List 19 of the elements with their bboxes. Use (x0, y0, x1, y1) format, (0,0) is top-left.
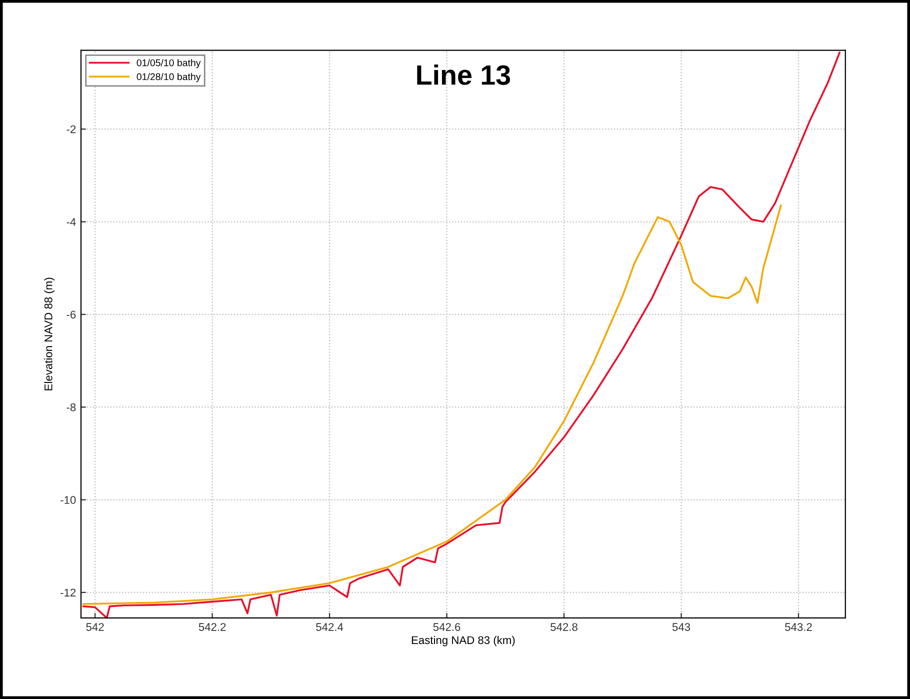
x-tick-label: 542.6 (433, 623, 460, 631)
x-tick-label: 543.2 (785, 623, 812, 631)
legend-label: 01/28/10 bathy (136, 73, 201, 82)
y-tick-label: -6 (66, 310, 76, 319)
y-tick-label: -2 (66, 125, 76, 134)
x-tick-label: 543 (672, 623, 690, 631)
x-tick-label: 542.8 (550, 623, 578, 631)
x-tick-label: 542 (86, 623, 104, 631)
chart-title: Line 13 (417, 64, 510, 85)
line-series (82, 204, 782, 605)
x-axis-title: Easting NAD 83 (km) (412, 636, 515, 646)
y-tick-label: -8 (66, 403, 76, 412)
y-tick-label: -12 (60, 588, 76, 596)
x-tick-label: 542.4 (316, 623, 344, 631)
legend-label: 01/05/10 bathy (136, 59, 201, 68)
y-tick-label: -4 (66, 218, 76, 226)
y-axis-title: Elevation NAVD 88 (m) (44, 278, 55, 390)
x-tick-label: 542.2 (198, 623, 226, 631)
y-tick-label: -10 (60, 496, 76, 504)
